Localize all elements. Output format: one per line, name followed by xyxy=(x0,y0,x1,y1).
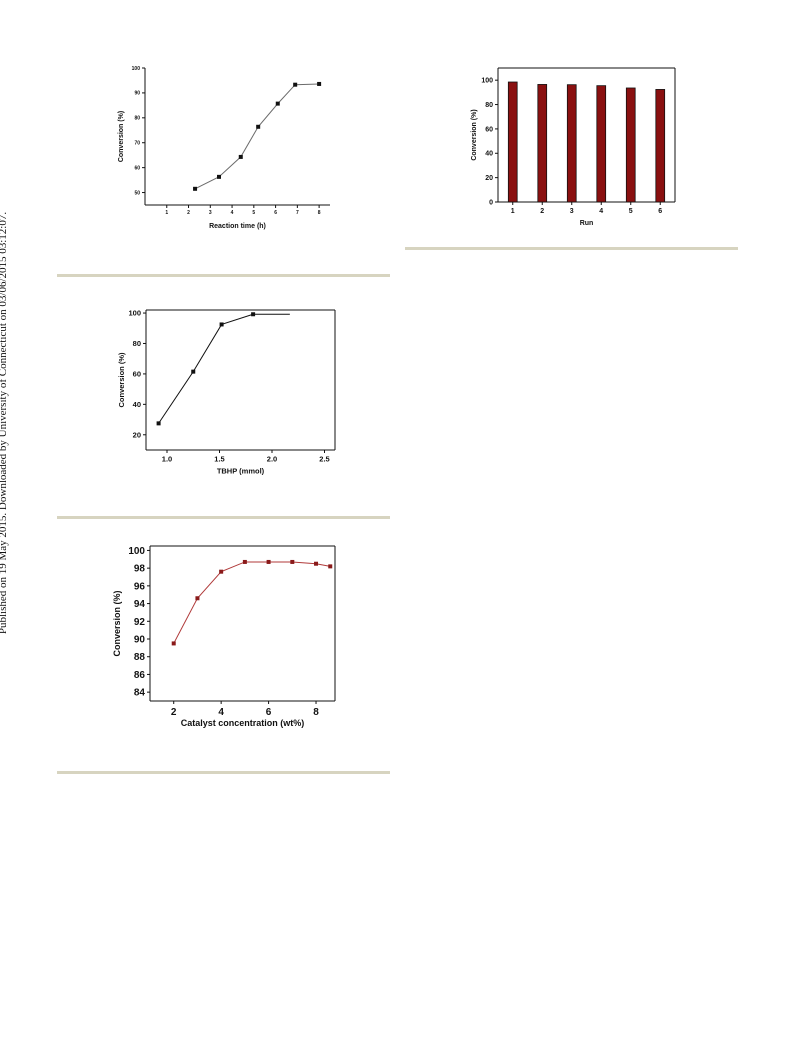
data-point xyxy=(251,312,256,317)
data-point xyxy=(219,569,224,574)
y-axis-label: Conversion (%) xyxy=(117,352,126,408)
data-point xyxy=(290,559,295,564)
bar-run-3 xyxy=(566,84,577,203)
x-tick-label: 2 xyxy=(171,707,177,718)
x-axis-label: TBHP (mmol) xyxy=(217,467,265,476)
x-tick-label: 2 xyxy=(540,208,544,215)
y-axis-label: Conversion (%) xyxy=(112,590,122,656)
run-reuse-bar-chart: 0 20 40 60 80 100 1 2 3 4 5 6 Run Conversion (%) xyxy=(471,67,676,227)
y-tick-label: 100 xyxy=(132,66,141,72)
y-tick-label: 70 xyxy=(134,140,140,146)
data-point xyxy=(238,154,243,159)
x-tick-label: 2 xyxy=(187,210,190,216)
catalyst-concentration-chart: 84 86 88 90 92 94 96 98 100 2 4 6 8 Catalyst concentr… xyxy=(112,545,336,728)
x-tick-label: 1.5 xyxy=(214,455,224,464)
x-tick-label: 8 xyxy=(318,210,321,216)
x-tick-label: 6 xyxy=(658,208,662,215)
x-axis-label: Reaction time (h) xyxy=(209,223,266,230)
side-publication-note: Published on 19 May 2015. Downloaded by … xyxy=(0,211,9,635)
y-tick-label: 90 xyxy=(134,635,146,646)
data-point xyxy=(293,82,298,87)
x-tick-label: 4 xyxy=(231,210,234,216)
x-tick-label: 3 xyxy=(209,210,212,216)
y-tick-label: 98 xyxy=(134,564,146,575)
x-axis-label: Catalyst concentration (wt%) xyxy=(181,718,305,728)
figure-divider xyxy=(405,247,738,250)
data-point xyxy=(328,564,333,569)
x-tick-label: 4 xyxy=(218,707,224,718)
data-point xyxy=(256,124,261,129)
data-point xyxy=(195,596,200,601)
data-point xyxy=(314,561,319,566)
y-tick-label: 80 xyxy=(134,116,140,122)
data-point xyxy=(191,369,196,374)
bar-run-4 xyxy=(596,85,607,203)
x-tick-label: 4 xyxy=(599,208,603,215)
x-tick-label: 2.0 xyxy=(267,455,277,464)
figure-divider xyxy=(57,771,390,774)
bar-run-5 xyxy=(625,87,636,203)
y-tick-label: 100 xyxy=(128,309,141,318)
data-point xyxy=(217,174,221,179)
x-tick-label: 6 xyxy=(274,210,277,216)
data-point xyxy=(317,81,322,86)
y-tick-label: 80 xyxy=(485,102,493,109)
x-tick-label: 2.5 xyxy=(319,455,329,464)
bar-run-6 xyxy=(655,89,666,203)
y-tick-label: 50 xyxy=(134,190,140,196)
data-point xyxy=(171,641,176,646)
x-tick-label: 8 xyxy=(313,707,319,718)
series-line xyxy=(194,83,320,190)
y-axis-label: Conversion (%) xyxy=(471,109,478,160)
x-tick-label: 1 xyxy=(165,210,168,216)
data-point xyxy=(275,101,280,106)
y-tick-label: 80 xyxy=(133,339,141,348)
y-tick-label: 40 xyxy=(485,151,493,158)
y-tick-label: 94 xyxy=(134,599,146,610)
y-tick-label: 100 xyxy=(481,78,493,85)
y-tick-label: 88 xyxy=(134,652,146,663)
bar-run-2 xyxy=(537,84,548,203)
series-line xyxy=(173,561,331,644)
y-tick-label: 20 xyxy=(485,175,493,182)
figure-divider xyxy=(57,274,390,277)
y-tick-label: 60 xyxy=(134,165,140,171)
figure-divider xyxy=(57,516,390,519)
y-tick-label: 0 xyxy=(489,199,493,206)
x-tick-label: 7 xyxy=(296,210,299,216)
data-point xyxy=(266,559,271,564)
y-tick-label: 86 xyxy=(134,670,146,681)
data-point xyxy=(193,186,198,191)
x-tick-label: 5 xyxy=(629,208,633,215)
y-tick-label: 60 xyxy=(133,370,141,379)
x-tick-label: 1 xyxy=(511,208,515,215)
y-tick-label: 100 xyxy=(128,546,145,557)
y-tick-label: 90 xyxy=(134,91,140,97)
data-point xyxy=(156,421,161,426)
bar-run-1 xyxy=(507,81,518,203)
y-tick-label: 60 xyxy=(485,126,493,133)
y-tick-label: 92 xyxy=(134,617,146,628)
x-axis-label: Run xyxy=(580,220,594,227)
x-tick-label: 1.0 xyxy=(162,455,172,464)
y-tick-label: 40 xyxy=(133,400,141,409)
y-tick-label: 96 xyxy=(134,581,146,592)
y-tick-label: 20 xyxy=(133,430,141,439)
data-point xyxy=(242,559,247,564)
y-tick-label: 84 xyxy=(134,688,146,699)
tbhp-chart: 20 40 60 80 100 1.0 1.5 2.0 2.5 TBHP (mmol) Conver… xyxy=(117,309,336,476)
x-tick-label: 5 xyxy=(252,210,255,216)
y-axis-label: Conversion (%) xyxy=(118,111,125,162)
data-point xyxy=(219,322,224,327)
reaction-time-chart: 50 60 70 80 90 100 1 2 3 4 5 6 7 8 Reaction time (h) Co… xyxy=(118,66,330,230)
series-line xyxy=(158,313,254,424)
x-tick-label: 3 xyxy=(570,208,574,215)
x-tick-label: 6 xyxy=(266,707,272,718)
